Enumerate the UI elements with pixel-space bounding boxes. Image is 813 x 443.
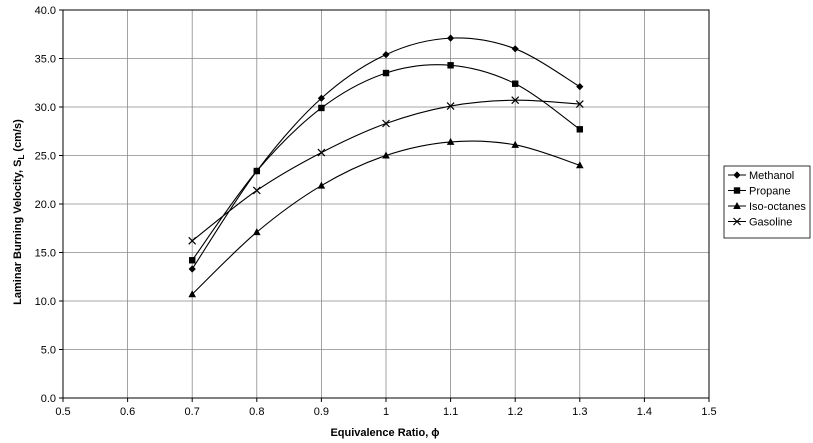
cross-stroke — [252, 186, 261, 195]
y-axis-ticks: 0.0 5.0 10.0 15.0 20.0 25.0 30.0 35.0 40.0 — [35, 5, 63, 405]
cross-stroke — [446, 102, 455, 110]
legend-frame — [723, 165, 811, 239]
data-point-iso-octanes — [382, 151, 390, 159]
data-point-gasoline — [446, 102, 455, 110]
data-point-iso-octanes — [253, 228, 261, 236]
data-point-methanol — [188, 265, 196, 273]
cross-stroke — [511, 96, 520, 105]
data-point-gasoline — [382, 119, 390, 128]
x-tick-label: 1.2 — [508, 406, 523, 418]
legend-marker-gasoline — [733, 217, 741, 226]
legend-item-methanol: Methanol — [728, 170, 794, 182]
data-point-methanol — [317, 94, 325, 102]
y-axis-title-unit: (cm/s) — [12, 119, 24, 155]
data-point-propane — [576, 126, 583, 133]
data-point-gasoline — [511, 96, 520, 105]
x-tick-label: 0.6 — [120, 406, 135, 418]
cross-stroke — [733, 217, 741, 226]
y-axis-title: Laminar Burning Velocity, SL (cm/s) — [12, 119, 26, 305]
y-axis-title-subscript: L — [17, 155, 26, 160]
data-point-iso-octanes — [188, 290, 196, 298]
x-tick-label: 0.5 — [55, 406, 70, 418]
data-point-propane — [318, 104, 325, 112]
legend-item-propane: Propane — [728, 186, 791, 198]
legend-label: Methanol — [749, 170, 794, 182]
x-tick-label: 1.4 — [637, 406, 652, 418]
y-tick-label: 25.0 — [35, 151, 56, 163]
y-tick-label: 20.0 — [35, 199, 56, 211]
cross-stroke — [382, 119, 390, 128]
cross-stroke — [188, 236, 197, 245]
data-point-propane — [512, 80, 519, 87]
data-point-gasoline — [188, 236, 197, 245]
data-point-methanol — [382, 51, 390, 59]
legend-item-gasoline: Gasoline — [728, 217, 792, 229]
x-tick-label: 1.1 — [443, 406, 458, 418]
x-axis-title: Equivalence Ratio, ϕ — [330, 427, 439, 439]
y-tick-label: 35.0 — [35, 54, 56, 66]
data-point-iso-octanes — [511, 140, 519, 148]
cross-stroke — [317, 148, 326, 157]
data-point-iso-octanes — [576, 161, 584, 169]
series-propane — [189, 62, 583, 264]
data-point-iso-octanes — [446, 137, 455, 145]
y-tick-label: 30.0 — [35, 102, 56, 114]
series-layer — [188, 34, 584, 298]
data-point-methanol — [447, 34, 455, 42]
data-point-iso-octanes — [317, 181, 326, 189]
grid — [62, 9, 710, 399]
data-point-gasoline — [317, 148, 326, 157]
y-tick-label: 0.0 — [41, 393, 56, 405]
cross-stroke — [575, 100, 584, 109]
data-point-methanol — [511, 45, 519, 53]
series-iso-octanes — [188, 137, 584, 298]
y-tick-label: 5.0 — [41, 345, 56, 357]
x-tick-label: 0.8 — [249, 406, 264, 418]
data-point-propane — [447, 62, 454, 69]
x-tick-label: 0.7 — [185, 406, 200, 418]
data-point-gasoline — [252, 186, 261, 195]
legend-item-iso-octanes: Iso-octanes — [728, 201, 806, 213]
x-tick-label: 1.5 — [701, 406, 716, 418]
x-tick-label: 0.9 — [314, 406, 329, 418]
x-tick-label: 1.3 — [572, 406, 587, 418]
y-tick-label: 40.0 — [35, 5, 56, 17]
x-tick-label: 1 — [383, 406, 389, 418]
y-axis-title-main: Laminar Burning Velocity, S — [12, 160, 24, 305]
x-axis-ticks: 0.5 0.6 0.7 0.8 0.9 1 1.1 1.2 1.3 1.4 1.5 — [55, 398, 717, 418]
y-tick-label: 10.0 — [35, 296, 56, 308]
legend-label: Gasoline — [749, 217, 792, 229]
series-gasoline — [188, 96, 584, 245]
data-point-propane — [382, 69, 390, 77]
legend-marker-iso-octanes — [733, 202, 741, 209]
data-point-methanol — [576, 83, 584, 91]
data-point-propane — [189, 257, 196, 264]
legend-label: Propane — [749, 186, 791, 198]
data-point-propane — [253, 167, 260, 175]
y-tick-label: 15.0 — [35, 248, 56, 260]
legend-marker-propane — [733, 187, 741, 194]
data-point-gasoline — [575, 100, 584, 109]
legend-marker-methanol — [733, 171, 741, 179]
legend-label: Iso-octanes — [749, 201, 806, 213]
legend: Methanol Propane Iso-octanes Gasoline — [723, 165, 811, 239]
